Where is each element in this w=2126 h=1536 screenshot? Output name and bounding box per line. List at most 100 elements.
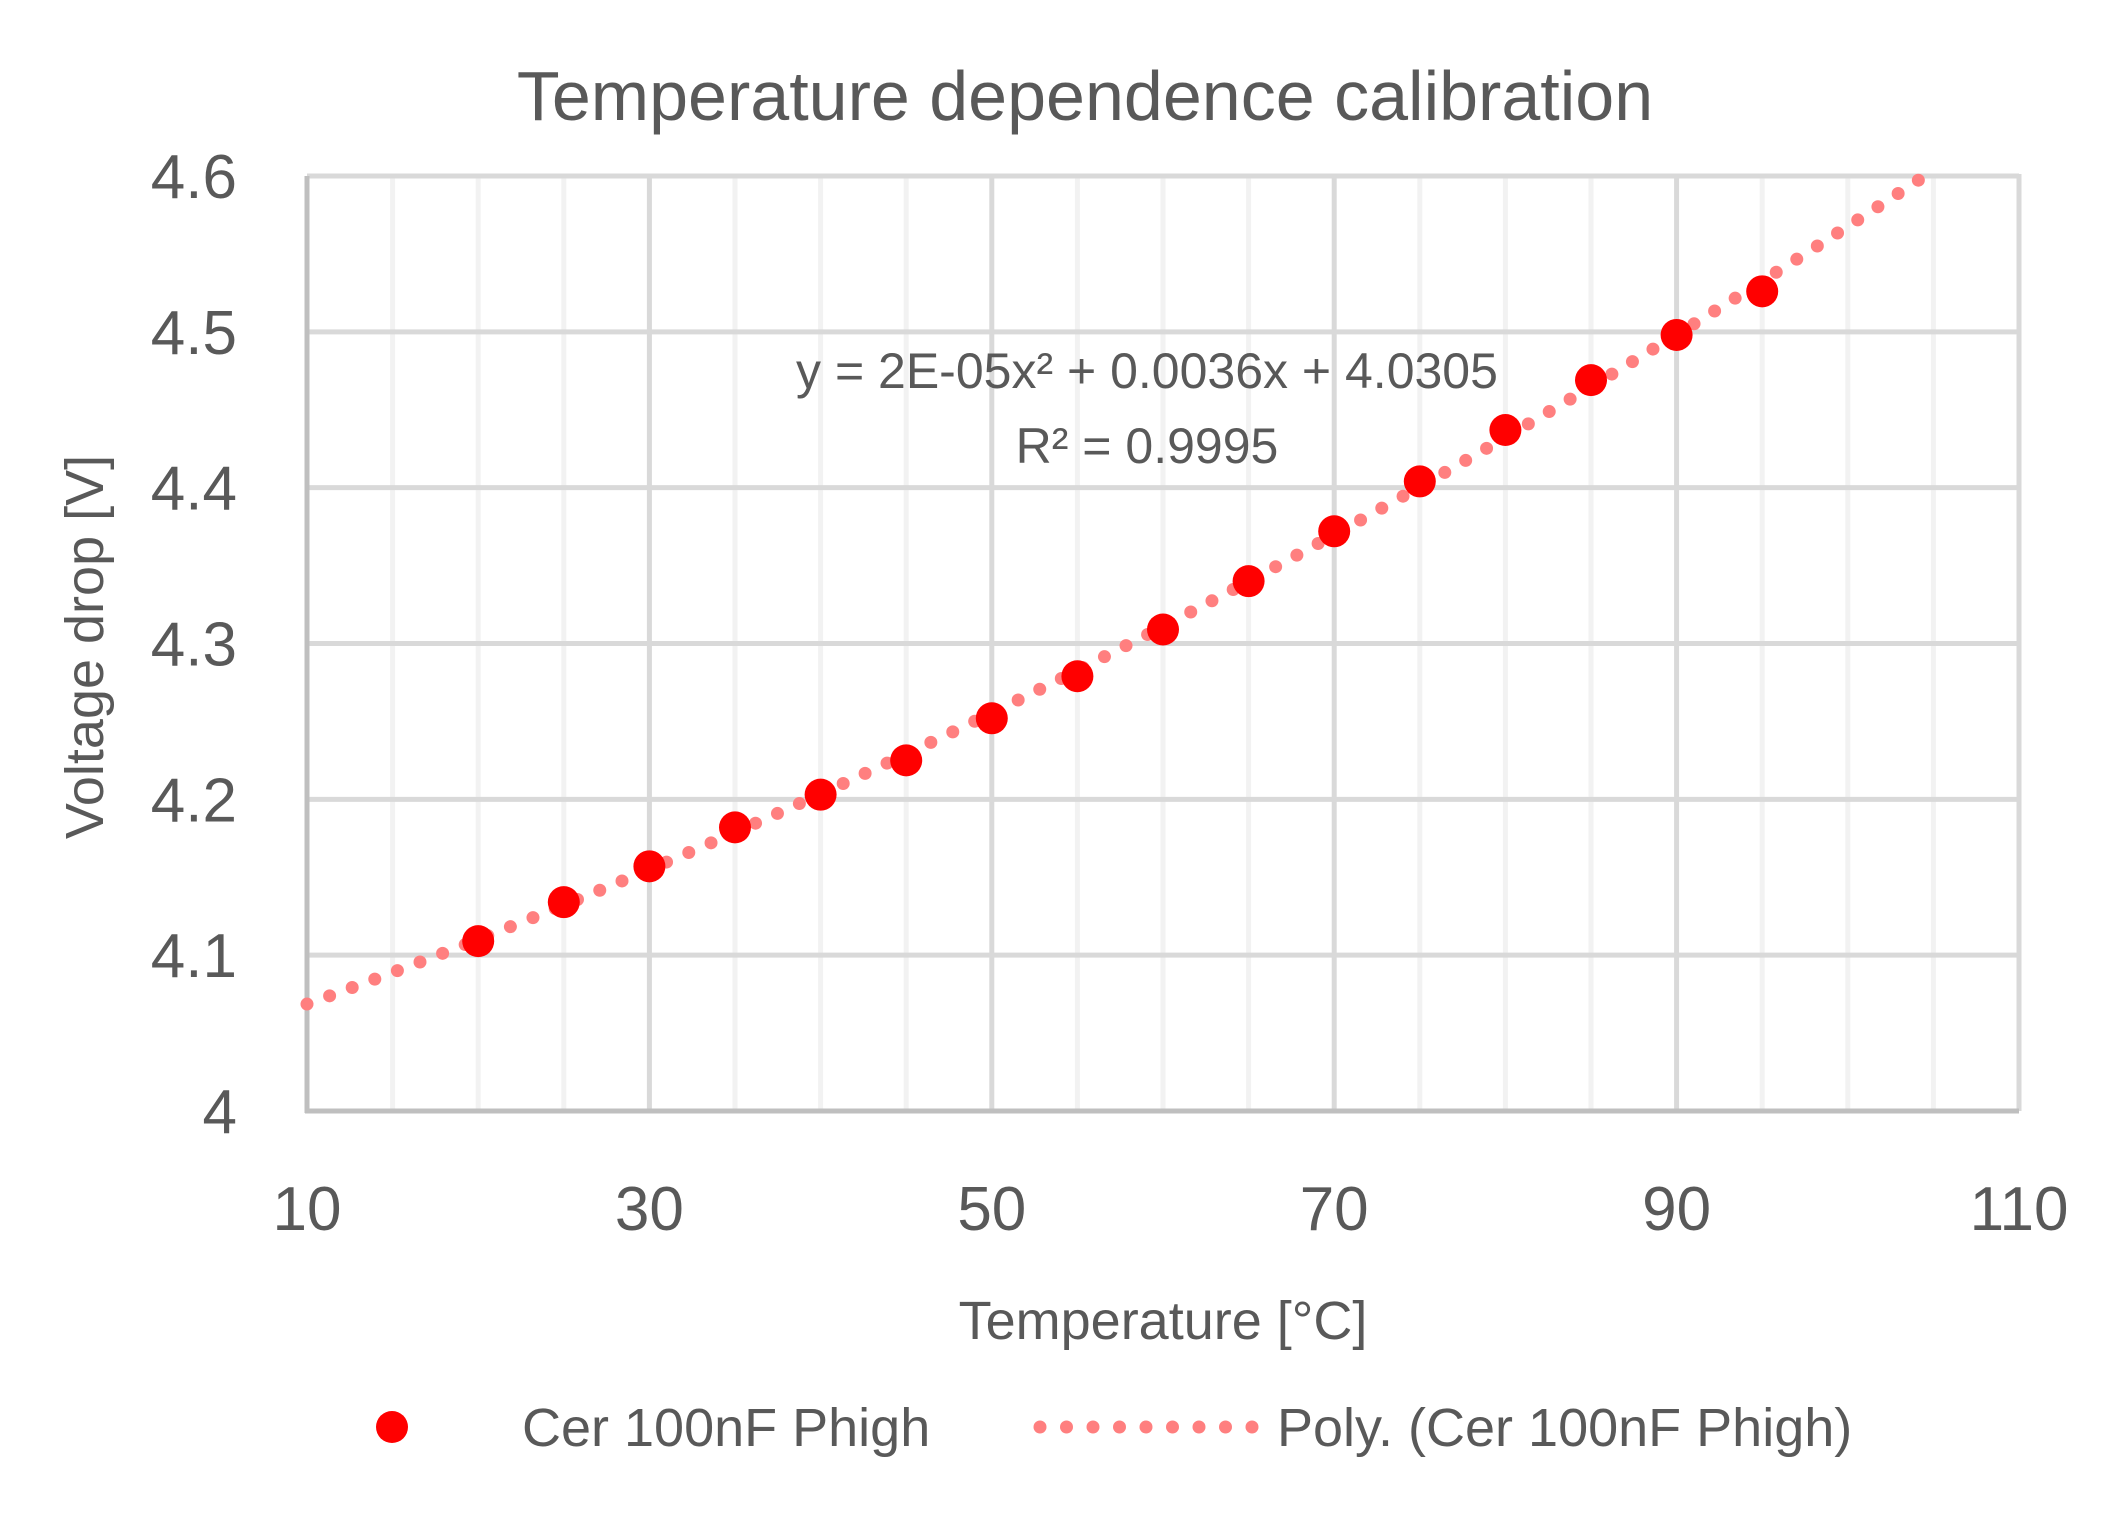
legend-trendline-dot <box>1086 1420 1100 1434</box>
axes <box>304 176 2019 1114</box>
trendline-dot <box>1205 594 1219 608</box>
trendline-dot <box>1563 392 1577 406</box>
y-tick-label: 4 <box>203 1078 237 1147</box>
x-tick-label: 90 <box>1642 1175 1711 1244</box>
data-point <box>1660 318 1693 351</box>
data-point <box>1318 515 1351 548</box>
data-point <box>1489 414 1522 447</box>
x-axis-title: Temperature [°C] <box>959 1291 1368 1351</box>
trendline-dot <box>323 989 337 1003</box>
trendline-dot <box>1396 489 1410 503</box>
data-point <box>1403 465 1436 498</box>
trendline-dot <box>1646 342 1660 356</box>
trendline-dot <box>704 836 718 850</box>
trendline-dot <box>1521 417 1535 431</box>
trendline-dot <box>682 846 696 860</box>
y-tick-label: 4.4 <box>151 455 237 524</box>
data-point <box>975 702 1008 735</box>
chart-title: Temperature dependence calibration <box>517 57 1653 135</box>
data-point <box>1061 660 1094 693</box>
trendline-dot <box>1790 252 1804 266</box>
trendline-dot <box>1769 265 1783 279</box>
trendline-dot <box>345 981 359 995</box>
trendline-dot <box>1687 317 1701 331</box>
legend-label-trendline: Poly. (Cer 100nF Phigh) <box>1277 1398 1852 1458</box>
data-point <box>1746 275 1779 308</box>
legend-marker-series <box>376 1411 408 1443</box>
trendline-dot <box>1290 548 1304 562</box>
x-tick-label: 70 <box>1300 1175 1369 1244</box>
trendline-dot <box>792 797 806 811</box>
trendline-r-squared: R² = 0.9995 <box>1016 418 1279 474</box>
trendline-dot <box>526 911 540 925</box>
trendline-dot <box>1810 239 1824 253</box>
trendline-dot <box>1480 441 1494 455</box>
legend-trendline-dot <box>1033 1420 1047 1434</box>
legend-trendline-dot <box>1113 1420 1126 1434</box>
data-point <box>547 886 580 919</box>
legend: Cer 100nF Phigh Poly. (Cer 100nF Phigh) <box>376 1398 1852 1458</box>
y-tick-label: 4.5 <box>151 299 237 368</box>
trendline-dot <box>836 777 850 791</box>
trendline-dot <box>1459 453 1473 467</box>
legend-trendline-dot <box>1245 1420 1259 1434</box>
y-tick-label: 4.3 <box>151 611 237 680</box>
trendline-dot <box>1625 355 1639 369</box>
trendline-dot <box>749 816 763 830</box>
trendline-dot <box>1269 560 1283 574</box>
x-tick-label: 10 <box>273 1175 342 1244</box>
x-tick-label: 50 <box>957 1175 1026 1244</box>
legend-label-series: Cer 100nF Phigh <box>522 1398 930 1458</box>
y-tick-label: 4.2 <box>151 766 237 835</box>
trendline-dot <box>593 883 607 897</box>
trendline-dot <box>770 806 784 820</box>
trendline-dot <box>615 874 629 888</box>
y-axis-title: Voltage drop [V] <box>55 455 115 839</box>
trendline-dot <box>300 997 314 1011</box>
trendline-dot <box>1831 226 1845 240</box>
trendline-dot <box>1605 367 1619 381</box>
legend-marker-trendline <box>1033 1420 1259 1434</box>
trendline-dot <box>1033 682 1047 696</box>
data-point <box>804 778 837 811</box>
x-tick-label: 110 <box>1970 1175 2069 1244</box>
trendline-dot <box>1871 200 1885 214</box>
trendline-dot <box>503 920 517 934</box>
trendline-dot <box>1375 501 1389 515</box>
trendline-dot <box>946 725 960 739</box>
data-point <box>633 850 666 883</box>
data-point <box>462 925 495 958</box>
trendline-dot <box>1891 187 1905 201</box>
data-point <box>1232 565 1265 598</box>
trendline-dot <box>858 766 872 780</box>
trendline-dot <box>436 946 450 960</box>
y-tick-labels: 4 4.1 4.2 4.3 4.4 4.5 4.6 <box>151 143 237 1147</box>
trendline-dot <box>368 972 382 986</box>
data-point <box>890 744 923 777</box>
trendline-dot <box>1184 605 1198 619</box>
data-point <box>1575 364 1607 397</box>
trendline-dot <box>924 735 938 749</box>
data-point <box>1147 613 1179 646</box>
data-points <box>462 275 1779 958</box>
trendline-dot <box>1354 513 1368 527</box>
trendline-dot <box>1438 465 1452 479</box>
trendline-dot <box>1119 639 1133 653</box>
legend-trendline-dot <box>1192 1420 1206 1434</box>
trendline-dot <box>413 955 427 969</box>
x-tick-labels: 10 30 50 70 90 110 <box>273 1175 2069 1244</box>
legend-trendline-dot <box>1219 1420 1232 1434</box>
trendline-dot <box>390 964 404 978</box>
legend-trendline-dot <box>1060 1420 1073 1434</box>
legend-trendline-dot <box>1166 1420 1179 1434</box>
y-tick-label: 4.1 <box>151 922 237 991</box>
y-tick-label: 4.6 <box>151 143 237 212</box>
x-tick-label: 30 <box>615 1175 684 1244</box>
data-point <box>719 811 751 844</box>
trendline-dot <box>1097 650 1111 664</box>
trendline-dot <box>1011 693 1025 707</box>
trendline-dot <box>1728 291 1742 305</box>
trendline-dot <box>1542 405 1556 419</box>
